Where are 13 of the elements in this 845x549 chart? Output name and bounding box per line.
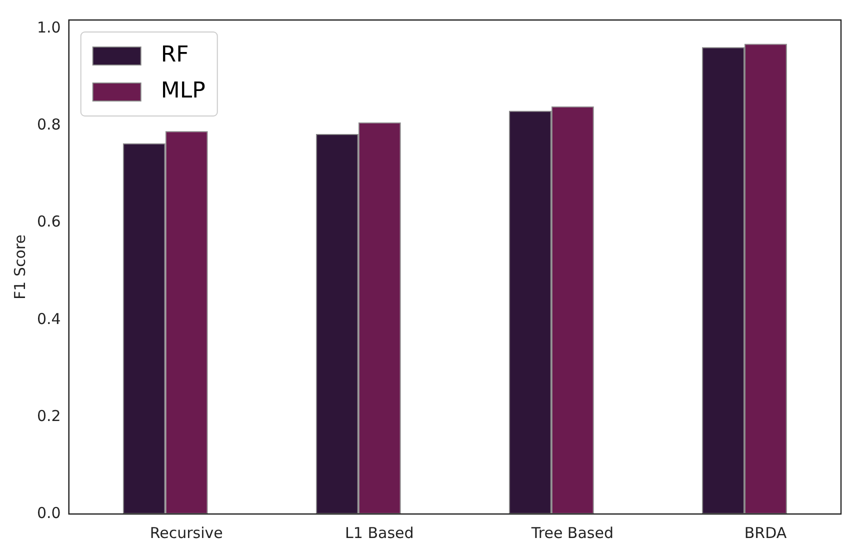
y-tick-label: 0.4 bbox=[36, 310, 61, 328]
y-tick-label: 0.2 bbox=[36, 406, 61, 425]
y-tick-label: 0.0 bbox=[36, 504, 61, 522]
x-tick-label: BRDA bbox=[744, 524, 788, 542]
x-tick-label: Recursive bbox=[150, 524, 223, 542]
y-axis-title: F1 Score bbox=[10, 234, 29, 300]
y-tick-label: 1.0 bbox=[36, 18, 61, 37]
legend-label: MLP bbox=[160, 78, 206, 104]
legend-label: RF bbox=[160, 42, 189, 68]
y-tick-label: 0.6 bbox=[36, 212, 61, 231]
x-tick-label: Tree Based bbox=[530, 524, 614, 542]
x-tick-label: L1 Based bbox=[345, 524, 414, 542]
y-tick-label: 0.8 bbox=[36, 116, 61, 134]
